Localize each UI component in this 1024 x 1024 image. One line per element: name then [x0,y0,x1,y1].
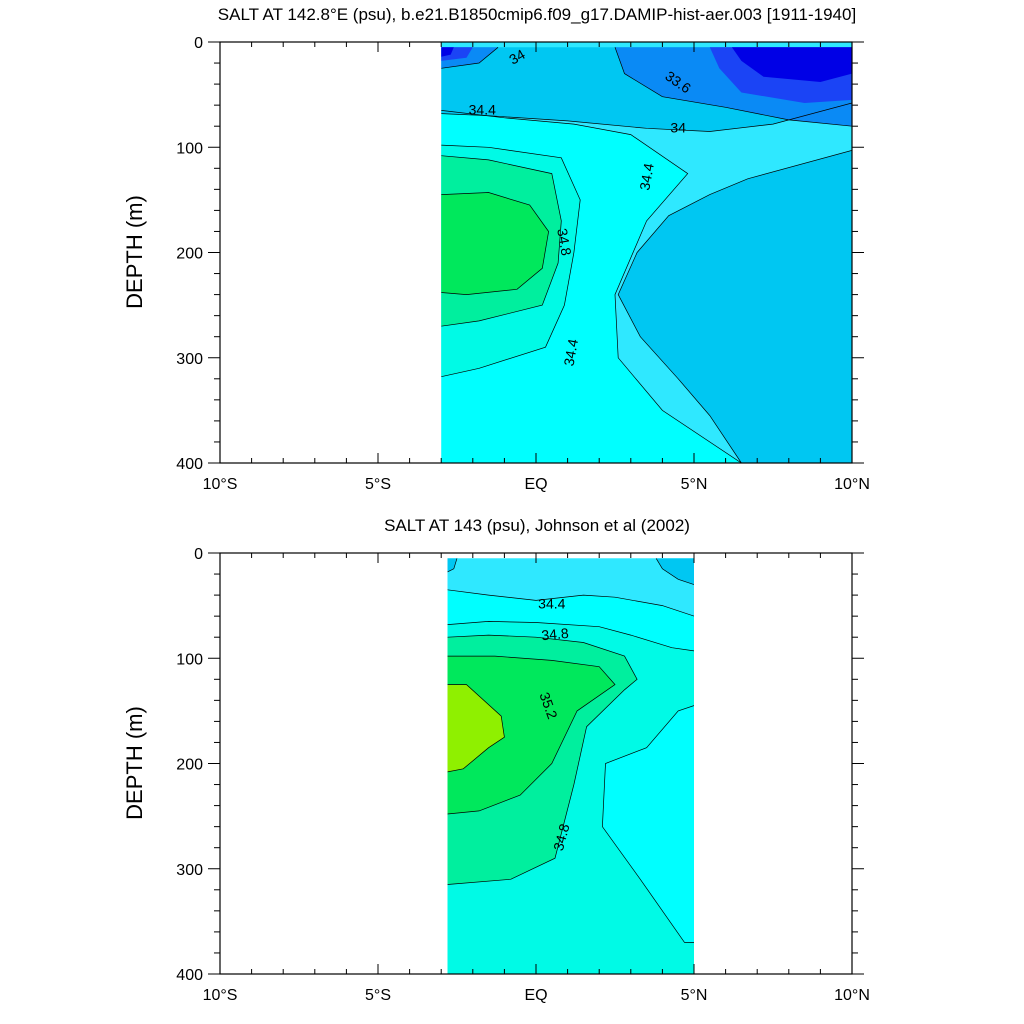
y-tick-label: 400 [176,456,203,473]
salinity-region-0 [447,558,694,617]
panel-bottom-ylabel: DEPTH (m) [122,706,147,820]
x-tick-label: EQ [524,476,547,493]
salinity-region-8 [441,47,454,57]
salinity-region-11 [441,192,549,295]
contour-label-0: 34 [506,46,528,68]
panel-top-title: SALT AT 142.8°E (psu), b.e21.B1850cmip6.… [218,5,856,24]
contour-label-3: 34 [670,119,686,135]
contour-line-4 [441,110,742,463]
x-tick-label: 5°S [365,476,391,493]
contour-line-7 [441,192,549,295]
y-tick-label: 300 [176,351,203,368]
contour-line-1 [655,558,694,585]
y-tick-label: 200 [176,246,203,263]
x-tick-label: 5°N [681,987,708,1004]
contour-label-4: 34.4 [636,162,657,192]
contour-line-3 [447,621,694,652]
contour-line-6 [441,155,562,327]
panel-bottom-title: SALT AT 143 (psu), Johnson et al (2002) [384,516,690,535]
salinity-region-1 [656,558,694,585]
y-tick-label: 300 [176,862,203,879]
x-tick-label: 10°N [834,476,870,493]
contour-label-5: 34.8 [554,227,575,257]
contour-field: 34.434.835.234.8 [447,558,694,974]
y-tick-label: 0 [194,546,203,563]
x-tick-label: 5°N [681,476,708,493]
salinity-region-5 [447,656,615,814]
x-tick-label: 5°S [365,987,391,1004]
contour-label-6: 34.4 [561,337,582,367]
panel-bottom: SALT AT 143 (psu), Johnson et al (2002) … [122,516,870,1004]
contour-line-7 [602,705,694,943]
contour-line-6 [447,684,505,773]
y-tick-label: 0 [194,35,203,52]
contour-label-3: 34.8 [550,822,573,853]
contour-line-5 [617,150,852,463]
salinity-region-2 [447,558,457,572]
contour-label-0: 34.4 [538,596,565,612]
salinity-region-1 [618,150,852,463]
y-tick-label: 100 [176,651,203,668]
y-tick-label: 200 [176,757,203,774]
x-tick-label: EQ [524,987,547,1004]
contour-line-3 [441,144,581,378]
x-tick-label: 10°S [203,476,238,493]
panel-top-ylabel: DEPTH (m) [122,195,147,309]
panel-bottom-plot: 34.434.835.234.810°S 5°S EQ 5°N 10°N01002003… [176,546,870,1004]
contour-line-5 [447,655,616,815]
y-tick-label: 400 [176,967,203,984]
panel-top: SALT AT 142.8°E (psu), b.e21.B1850cmip6.… [122,5,870,493]
contour-line-2 [447,589,694,617]
contour-label-1: 34.8 [541,625,570,643]
x-tick-label: 10°N [834,987,870,1004]
x-tick-label: 10°S [203,987,238,1004]
salinity-region-7 [731,47,852,82]
contour-line-1 [614,47,852,127]
contour-line-0 [447,558,458,573]
contour-label-2: 34.4 [469,101,496,117]
y-tick-label: 100 [176,140,203,157]
contour-line-0 [441,47,499,69]
contour-line-4 [447,634,638,885]
